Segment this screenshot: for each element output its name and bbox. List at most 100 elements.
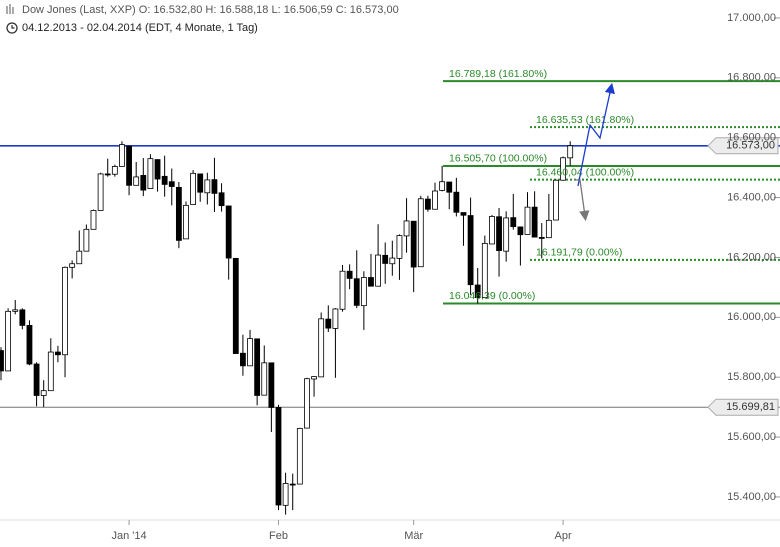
candle-body [489,216,495,245]
candle-body [90,210,97,230]
y-tick-label: 15.800,00 [727,371,776,383]
candle-body [318,318,325,378]
candle-body [40,390,47,396]
y-tick-label: 16.400,00 [727,191,776,203]
candle-body [183,204,189,240]
clock-hands [11,25,15,29]
candle-body [47,351,54,392]
candle-body [197,173,204,193]
candle-body [211,179,218,194]
candle-body [481,242,488,298]
price-box [707,137,779,155]
candle-body [474,284,481,298]
candle-body [26,325,33,365]
candle-body [439,181,446,191]
candle-body [126,145,132,186]
price-box-label: 16.573,00 [726,140,775,152]
candle-body [524,206,531,235]
candle-body [382,254,389,264]
price-box-label: 15.699,81 [726,401,775,413]
projection-arrow [574,179,590,222]
candle-body [33,363,40,396]
candle-body [0,350,4,372]
candle-body [531,206,538,238]
candle-body [453,191,460,213]
candle-body [332,308,339,329]
y-tick-label: 16.000,00 [727,311,776,323]
candle-body [76,250,83,265]
candle-body [225,205,232,259]
candle-body [560,157,566,181]
candle-body [218,192,225,207]
candle-body [517,226,524,236]
candle-body [268,362,275,408]
candle-body [460,212,467,216]
candle-body [168,181,175,187]
candle-body [311,376,317,380]
fib-label: 16.046,39 (0.00%) [449,290,535,302]
x-tick-label: Apr [555,530,572,542]
fib-label: 16.635,53 (161.80%) [536,114,634,126]
candle-body [510,217,517,228]
candle-body [424,198,431,210]
candle-body [140,175,147,191]
candle-body [161,175,168,185]
plot [0,80,780,515]
candle-body [389,257,396,265]
logo [6,4,14,14]
overlay: 16.789,18 (161.80%)16.505,70 (100.00%)16… [449,68,779,416]
candle-body [567,145,574,159]
candle-body [503,217,510,252]
candle-body [55,351,61,356]
y-tick-label: 16.800,00 [727,72,776,84]
candle-body [289,483,296,486]
candle-body [325,318,332,329]
candle-body [83,228,90,252]
y-tick-label: 17.000,00 [727,12,776,24]
chart-subtitle: 04.12.2013 - 02.04.2014 (EDT, 4 Monate, … [22,22,258,34]
candle-body [403,220,410,237]
candle-body [12,309,19,312]
candle-body [496,216,502,251]
candle-body [247,338,253,367]
candle-body [5,310,12,372]
candle-body [553,179,559,221]
candle-body [62,266,68,356]
fib-label: 16.191,79 (0.00%) [536,247,622,259]
candle-body [204,179,211,194]
candle-body [446,181,453,193]
candle-body [240,352,246,367]
x-tick-label: Feb [269,530,288,542]
candle-body [282,483,289,506]
candle-body [368,277,374,287]
candle-body [147,158,154,190]
y-tick-label: 16.200,00 [727,251,776,263]
candle-body [339,270,346,310]
candle-body [410,220,417,268]
x-tick-label: Mär [404,530,423,542]
candle-body [432,190,438,210]
candle-body [104,173,111,176]
candle-body [232,257,239,354]
candle-body [133,176,140,186]
candle-body [396,235,403,259]
candle-body [254,338,261,396]
candle-body [353,278,360,306]
candle-body [375,254,381,287]
candle-body [111,166,118,175]
candle-body [467,215,474,286]
price-box [707,398,779,416]
y-tick-label: 16.600,00 [727,132,776,144]
fib-label: 16.460,04 (100.00%) [536,166,634,178]
candle-body [97,173,104,211]
candle-body [275,407,282,506]
candle-body [119,144,125,167]
fib-label: 16.789,18 (161.80%) [449,68,547,80]
candle-body [69,263,76,268]
candle-body [296,427,303,485]
candle-body [346,270,353,279]
clock-icon [6,22,18,34]
candle-body [360,277,367,307]
chart-title: Dow Jones (Last, XXP) O: 16.532,80 H: 16… [22,4,399,16]
